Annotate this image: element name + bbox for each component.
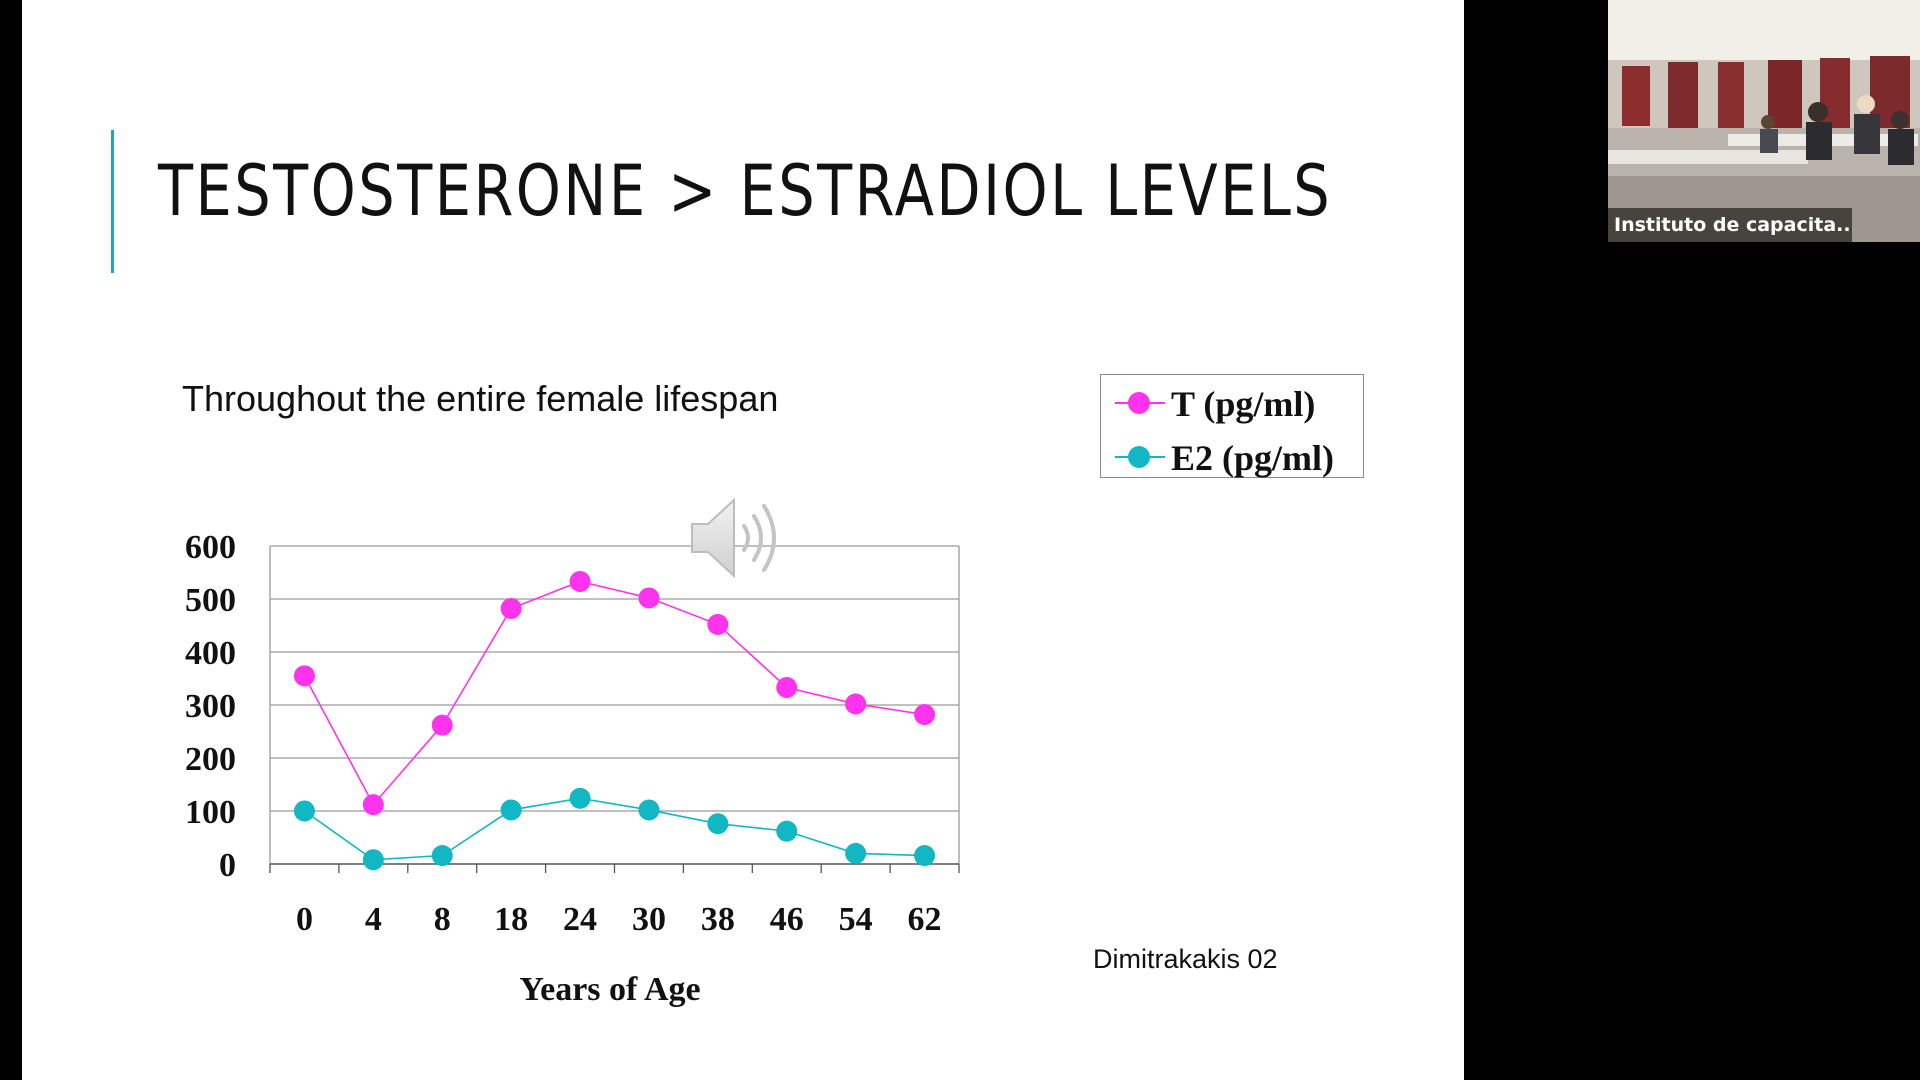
data-point-e2 [638, 799, 660, 821]
webcam-tile[interactable]: Instituto de capacita... [1608, 0, 1920, 242]
title-accent-bar [111, 130, 114, 273]
data-point-e2 [707, 813, 729, 835]
data-point-e2 [362, 849, 384, 871]
presentation-slide: TESTOSTERONE > ESTRADIOL LEVELS Througho… [22, 0, 1464, 1080]
legend-marker-e2 [1128, 446, 1150, 468]
data-point-t [845, 693, 867, 715]
data-point-t [293, 665, 315, 687]
data-point-t [500, 598, 522, 620]
data-point-e2 [431, 845, 453, 867]
x-tick-label: 0 [296, 901, 313, 938]
y-tick-label: 200 [185, 741, 236, 778]
x-tick-label: 18 [494, 901, 528, 938]
legend-label-e2: E2 (pg/ml) [1171, 438, 1335, 478]
data-point-t [638, 587, 660, 609]
data-point-t [569, 571, 591, 593]
data-point-t [776, 677, 798, 699]
x-axis-title: Years of Age [519, 971, 700, 1008]
data-point-e2 [293, 800, 315, 822]
data-point-e2 [914, 845, 936, 867]
y-tick-label: 100 [185, 794, 236, 831]
legend-marker-t [1128, 392, 1150, 414]
data-point-e2 [776, 820, 798, 842]
data-point-e2 [500, 799, 522, 821]
line-chart: 0 100 200 300 400 500 600 0 4 8 18 24 30 38 46 54 62 Year… [185, 529, 960, 1008]
x-tick-label: 24 [563, 901, 597, 938]
y-tick-label: 600 [185, 529, 236, 566]
legend-item-t: T (pg/ml) [1111, 383, 1361, 424]
y-tick-label: 300 [185, 688, 236, 725]
data-point-e2 [569, 787, 591, 809]
chart-legend: T (pg/ml) E2 (pg/ml) [1100, 374, 1364, 478]
x-tick-label: 30 [632, 901, 666, 938]
legend-item-e2: E2 (pg/ml) [1111, 437, 1361, 478]
x-tick-label: 54 [839, 901, 873, 938]
citation-text: Dimitrakakis 02 [1093, 944, 1278, 974]
y-tick-label: 0 [219, 847, 236, 884]
slide-subtitle: Throughout the entire female lifespan [182, 378, 779, 419]
series-line-e2 [303, 797, 925, 861]
series-line-t [303, 580, 925, 807]
speaker-icon[interactable] [688, 494, 798, 584]
x-tick-label: 8 [434, 901, 451, 938]
webcam-video-feed [1608, 0, 1920, 242]
legend-label-t: T (pg/ml) [1171, 384, 1316, 424]
webcam-participant-label: Instituto de capacita... [1608, 208, 1852, 242]
data-point-t [914, 704, 936, 726]
data-point-e2 [845, 842, 867, 864]
x-tick-label: 46 [770, 901, 804, 938]
data-point-t [707, 613, 729, 635]
x-tick-label: 38 [701, 901, 735, 938]
x-tick-label: 62 [908, 901, 942, 938]
data-point-t [431, 714, 453, 736]
y-tick-label: 500 [185, 582, 236, 619]
slide-title: TESTOSTERONE > ESTRADIOL LEVELS [158, 150, 1333, 232]
x-tick-label: 4 [365, 901, 382, 938]
y-tick-label: 400 [185, 635, 236, 672]
data-point-t [362, 794, 384, 816]
